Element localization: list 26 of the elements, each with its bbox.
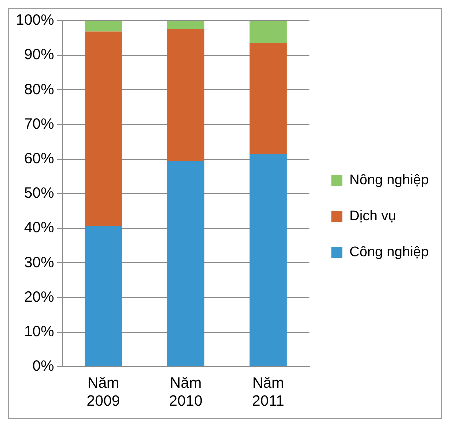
y-tick-label: 10% [24,324,54,341]
y-tick-label: 70% [24,116,54,133]
bar [250,21,287,44]
x-tick-label: Năm 2011 [252,375,285,410]
bar [250,154,287,366]
y-tick-label: 40% [24,220,54,237]
legend-label: Dịch vụ [350,207,396,224]
bar [250,43,287,154]
y-tick-label: 50% [24,185,54,202]
bar [167,161,205,366]
y-tick-label: 90% [24,46,54,64]
legend-label: Công nghiệp [350,243,430,260]
y-tick-label: 60% [24,150,54,168]
y-tick-label: 20% [24,288,54,306]
bar [84,21,122,32]
y-tick-label: 100% [16,12,54,30]
bar [167,21,205,30]
legend-label: Nông nghiệp [350,171,430,188]
y-tick-label: 30% [24,254,54,272]
bar [84,226,122,366]
y-tick-label: 0% [32,358,54,376]
x-tick-label: Năm 2010 [169,375,203,410]
bar [167,29,205,162]
bar [84,32,122,226]
x-tick-label: Năm 2009 [86,375,120,410]
y-tick-label: 80% [24,81,54,98]
